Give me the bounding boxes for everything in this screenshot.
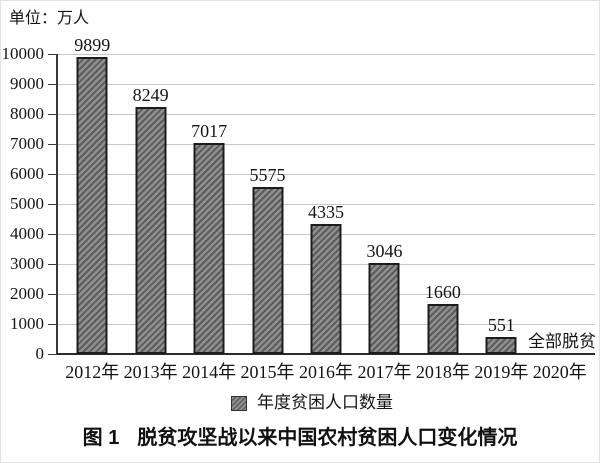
bar-value-label: 8249	[132, 85, 169, 105]
y-axis-label: 3000	[10, 254, 44, 273]
x-axis-line	[56, 353, 595, 355]
bar-column: 4335	[297, 54, 355, 354]
bar-value-label: 5575	[249, 165, 286, 185]
y-tick	[48, 114, 57, 115]
y-tick	[48, 234, 57, 235]
gridline	[57, 144, 595, 145]
y-tick	[48, 144, 57, 145]
y-axis-line	[56, 54, 58, 354]
legend: 年度贫困人口数量	[13, 392, 599, 414]
bar-column: 8249	[121, 54, 179, 354]
x-axis-label: 2012年	[65, 362, 120, 382]
y-axis-label: 10000	[1, 44, 45, 63]
legend-swatch-icon	[231, 395, 247, 411]
bar-2016年	[310, 224, 342, 354]
y-tick	[48, 54, 57, 55]
x-axis-label: 2016年	[298, 362, 353, 382]
x-axis-label: 2019年	[474, 362, 529, 382]
bar-column: 7017	[180, 54, 238, 354]
legend-label: 年度贫困人口数量	[257, 393, 393, 412]
bar-2019年	[485, 337, 517, 354]
y-axis-label: 4000	[10, 224, 44, 243]
unit-label: 单位：万人	[9, 10, 90, 27]
y-tick	[48, 354, 57, 355]
bar-2015年	[252, 187, 284, 354]
bar-value-label: 3046	[366, 241, 403, 261]
bar-column: 9899	[63, 36, 121, 354]
x-axis-labels: 2012年 2013年 2014年 2015年 2016年 2017年 2018年 2019年…	[57, 360, 595, 384]
x-axis-label: 2017年	[357, 362, 412, 382]
bar-column: 5575	[238, 54, 296, 354]
bar-2017年	[368, 263, 400, 354]
bar-value-label: 4335	[307, 202, 344, 222]
x-axis-label: 2014年	[182, 362, 237, 382]
y-axis-label: 7000	[10, 134, 44, 153]
y-axis-labels: 0 1000 2000 3000 4000 5000 6000 7000 8000 9000 100…	[1, 45, 47, 363]
y-axis-label: 0	[35, 344, 45, 363]
y-tick	[48, 264, 57, 265]
bar-2012年	[76, 57, 108, 354]
figure-number: 图 1	[82, 427, 120, 449]
bar-value-label: 1660	[424, 282, 461, 302]
y-axis-label: 5000	[10, 194, 44, 213]
plot-area: 9899 8249 7017 5575 4335 3046 1660 551	[48, 36, 595, 355]
bar-column: 3046	[355, 54, 413, 354]
bar-2018年	[427, 304, 459, 354]
y-axis-label: 8000	[10, 104, 44, 123]
x-axis-label: 2015年	[240, 362, 295, 382]
bar-2014年	[193, 143, 225, 354]
x-axis-label: 2020年	[532, 362, 587, 382]
bar-2013年	[135, 107, 167, 354]
gridline	[57, 204, 595, 205]
x-axis-label: 2018年	[415, 362, 470, 382]
figure-caption: 图 1 脱贫攻坚战以来中国农村贫困人口变化情况	[1, 425, 599, 451]
gridline	[57, 114, 595, 115]
gridline	[57, 174, 595, 175]
x-axis-label: 2013年	[123, 362, 178, 382]
bar-column: 551	[472, 54, 530, 354]
bar-value-label: 551	[487, 315, 515, 335]
bar-column: 1660	[414, 54, 472, 354]
final-annotation: 全部脱贫	[528, 332, 596, 351]
y-tick	[48, 174, 57, 175]
y-tick	[48, 294, 57, 295]
y-axis-label: 6000	[10, 164, 44, 183]
bar-value-label: 7017	[191, 121, 228, 141]
gridline	[57, 54, 595, 55]
y-tick	[48, 204, 57, 205]
gridline	[57, 84, 595, 85]
y-axis-label: 1000	[10, 314, 44, 333]
y-axis-label: 9000	[10, 74, 44, 93]
figure-title: 脱贫攻坚战以来中国农村贫困人口变化情况	[137, 427, 518, 449]
y-tick	[48, 84, 57, 85]
y-axis-label: 2000	[10, 284, 44, 303]
y-tick	[48, 324, 57, 325]
bar-value-label: 9899	[74, 35, 111, 55]
